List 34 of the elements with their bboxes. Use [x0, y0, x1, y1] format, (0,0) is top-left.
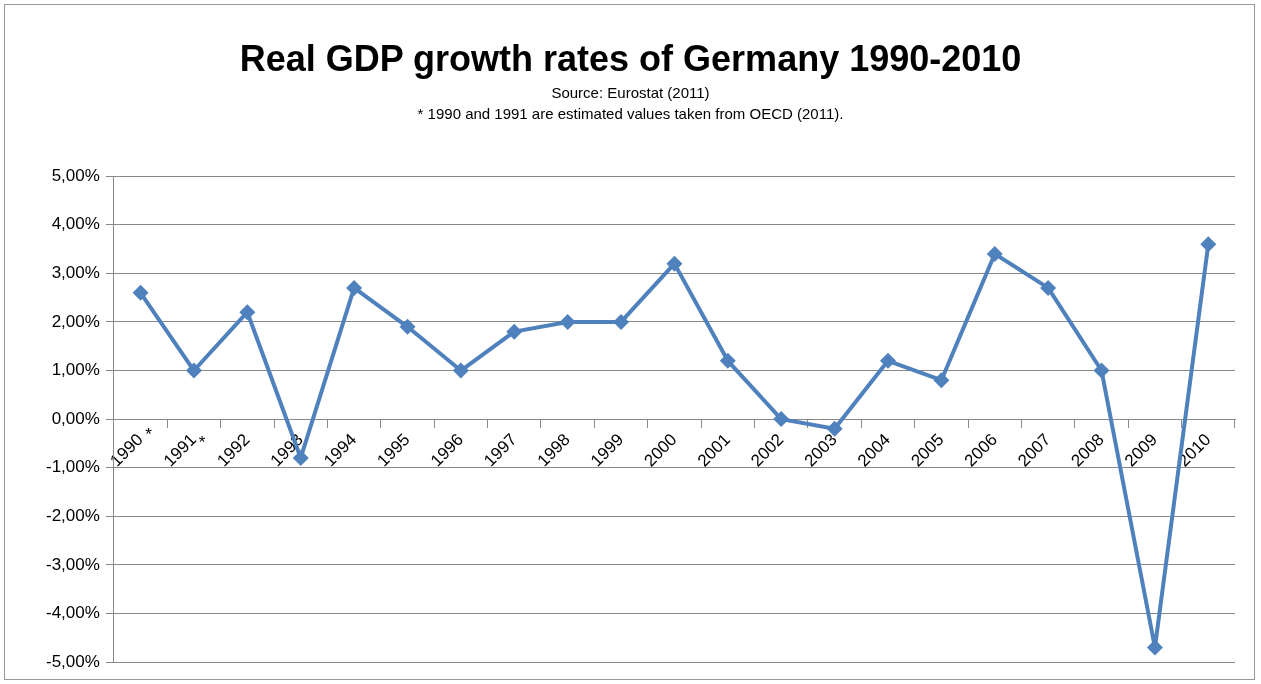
source-note: Source: Eurostat (2011)	[550, 84, 711, 101]
point	[132, 284, 149, 301]
point	[1040, 279, 1057, 296]
y-tick-label: 4,00%	[51, 214, 100, 234]
y-tick-label: 0,00%	[51, 408, 100, 428]
point	[613, 313, 630, 330]
y-tick-label: 1,00%	[51, 360, 100, 380]
y-tick-label: 5,00%	[51, 165, 100, 185]
point	[1200, 236, 1217, 253]
point	[239, 304, 256, 321]
y-tick-label: -4,00%	[45, 603, 100, 623]
text: * 1990 and 1991 are estimated values taken from OECD (2011).	[416, 105, 845, 122]
point	[185, 362, 202, 379]
point	[506, 323, 523, 340]
point	[933, 372, 950, 389]
y-tick-label: -3,00%	[45, 554, 100, 574]
annotation: *	[198, 432, 206, 452]
point	[452, 362, 469, 379]
point	[346, 279, 363, 296]
annotation: *	[145, 424, 153, 444]
y-tick-label: 2,00%	[51, 311, 100, 331]
point	[399, 318, 416, 335]
point	[666, 255, 683, 272]
chart-title: Real GDP growth rates of Germany 1990-2010	[238, 38, 1023, 80]
y-tick-label: -1,00%	[45, 457, 100, 477]
point	[559, 313, 576, 330]
point	[1093, 362, 1110, 379]
point	[773, 411, 790, 428]
y-tick-label: -2,00%	[45, 505, 100, 525]
y-tick-label: -5,00%	[45, 651, 100, 671]
point	[986, 245, 1003, 262]
y-tick-label: 3,00%	[51, 263, 100, 283]
point	[879, 352, 896, 369]
point	[719, 352, 736, 369]
